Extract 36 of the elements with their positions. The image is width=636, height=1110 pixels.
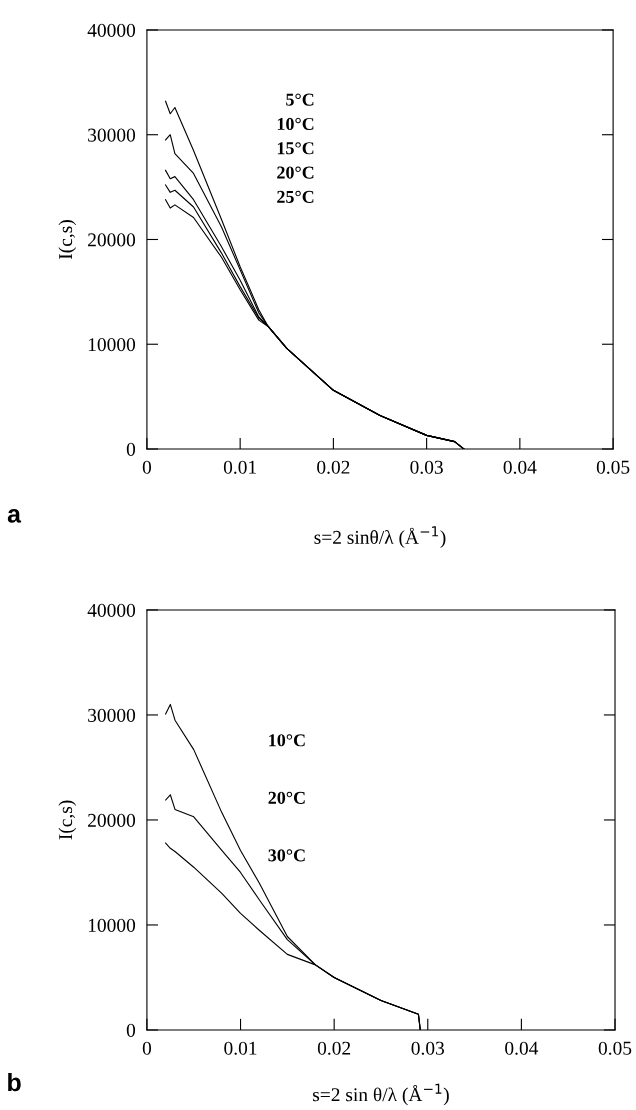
y-axis-title: I(c,s) (58, 800, 77, 840)
x-tick-label: 0.03 (410, 460, 443, 474)
y-tick-label: 0 (126, 1023, 136, 1037)
annotation: 5°C (286, 93, 314, 106)
y-tick-label: 40000 (87, 603, 136, 617)
annotation: 10°C (269, 734, 305, 747)
x-axis-title: s=2 sin θ/λ (Å$^{−1}$) (313, 1083, 449, 1106)
y-tick-label: 10000 (88, 338, 136, 352)
text: a (7, 509, 22, 523)
y-tick-label: 40000 (87, 23, 136, 37)
x-tick-label: 0.02 (317, 460, 350, 474)
y-tick-label: 10000 (88, 918, 136, 932)
y-axis-title: I(c,s) (58, 220, 77, 260)
x-tick-label: 0.04 (503, 460, 537, 474)
annotation: 20°C (268, 791, 305, 804)
y-tick-label: 0 (126, 442, 136, 456)
x-tick-label: 0.05 (596, 460, 630, 474)
y-tick-label: 30000 (88, 708, 136, 722)
x-tick-label: 0.05 (598, 1041, 632, 1055)
y-tick-label: 30000 (88, 128, 136, 142)
annotation: 30°C (268, 849, 305, 862)
x-tick-label: 0 (142, 460, 152, 474)
x-tick-label: 0.03 (411, 1041, 445, 1055)
x-tick-label: 0.04 (505, 1041, 539, 1055)
y-tick-label: 20000 (88, 233, 136, 247)
y-tick-label: 20000 (88, 813, 136, 827)
text: b (8, 1072, 21, 1092)
annotation: 25°C (277, 190, 314, 203)
x-tick-label: 0.01 (224, 1041, 257, 1055)
annotation: 20°C (277, 166, 314, 179)
x-tick-label: 0.02 (317, 1041, 351, 1055)
annotation: 10°C (277, 117, 314, 131)
x-tick-label: 0.01 (223, 460, 256, 474)
annotation: 15°C (277, 142, 314, 155)
x-axis-title: s=2 sinθ/λ (Å$^{−1}$) (314, 526, 446, 548)
x-tick-label: 0 (142, 1041, 152, 1055)
